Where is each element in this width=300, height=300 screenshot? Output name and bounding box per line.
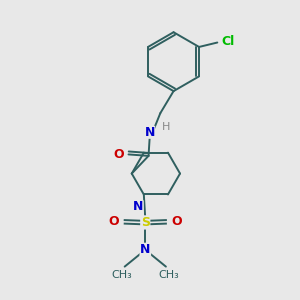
Text: Cl: Cl bbox=[221, 34, 234, 48]
Text: O: O bbox=[113, 148, 124, 161]
Text: O: O bbox=[172, 215, 182, 228]
Text: N: N bbox=[133, 200, 144, 213]
Text: S: S bbox=[141, 216, 150, 229]
Text: N: N bbox=[145, 126, 155, 139]
Text: CH₃: CH₃ bbox=[158, 270, 179, 280]
Text: N: N bbox=[140, 243, 151, 256]
Text: CH₃: CH₃ bbox=[111, 270, 132, 280]
Text: H: H bbox=[162, 122, 171, 132]
Text: O: O bbox=[108, 215, 119, 228]
